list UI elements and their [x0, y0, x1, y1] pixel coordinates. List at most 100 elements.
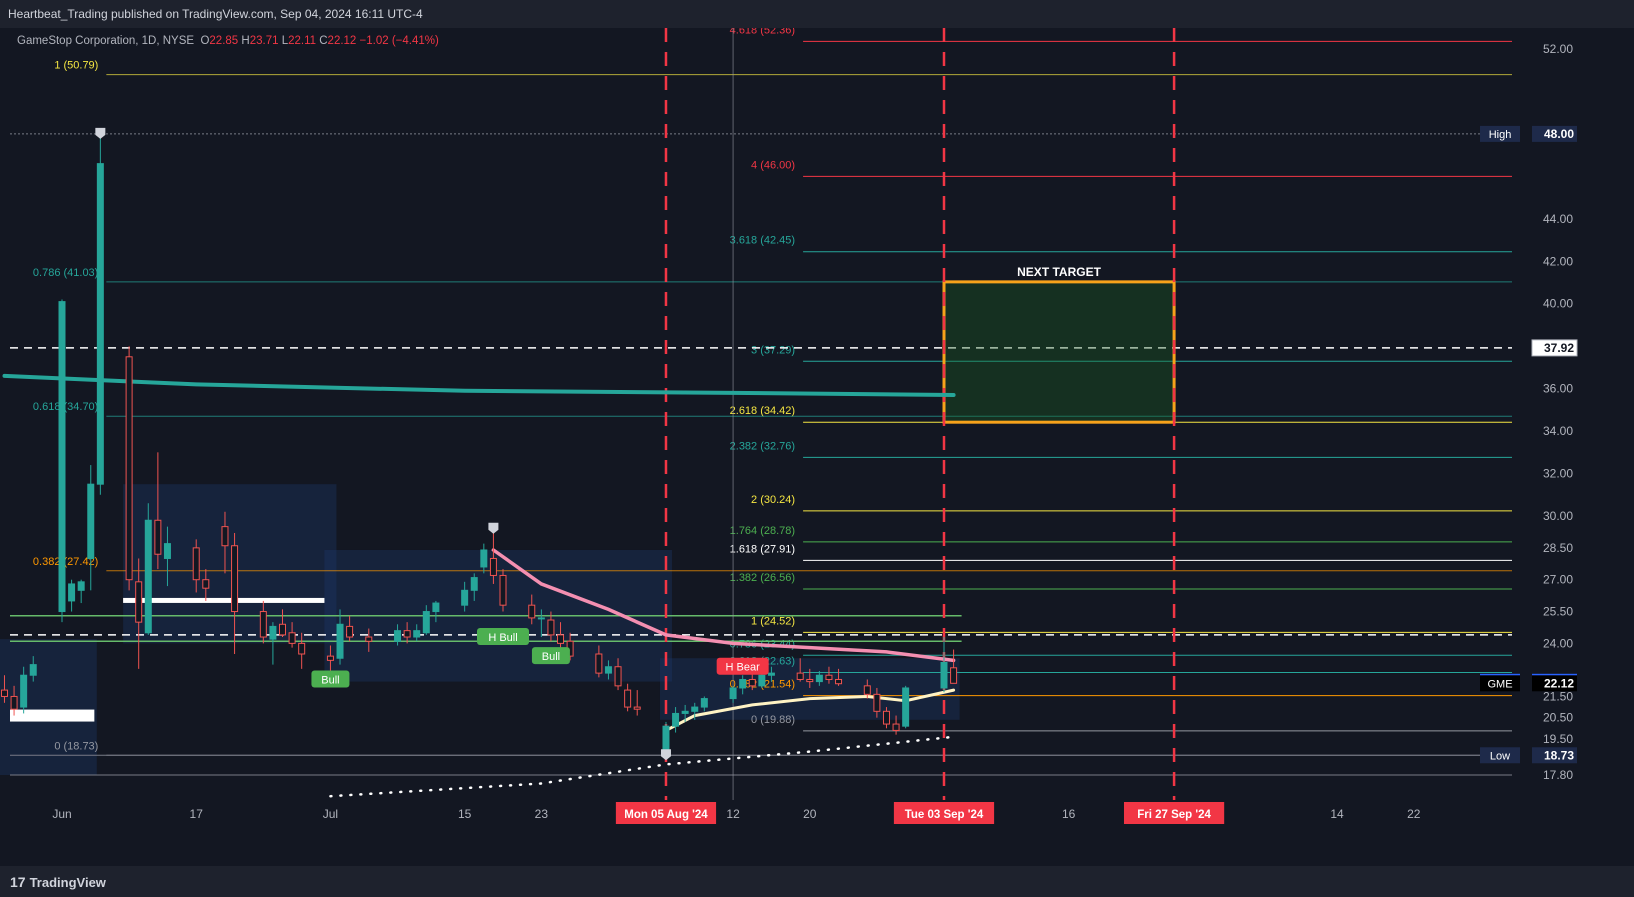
candle-body[interactable] — [892, 723, 900, 731]
candle-body[interactable] — [624, 689, 632, 708]
candle-body[interactable] — [863, 685, 871, 695]
candle-body[interactable] — [461, 589, 469, 606]
trend-dotted-line — [329, 735, 955, 798]
candle-body[interactable] — [68, 583, 76, 602]
candle-body[interactable] — [144, 519, 152, 634]
candle-body[interactable] — [135, 581, 143, 623]
signals-layer: Bull H Bull Bull H Bear — [95, 127, 769, 761]
candle-body[interactable] — [96, 163, 104, 485]
candle-body[interactable] — [681, 710, 689, 714]
candle-body[interactable] — [595, 653, 603, 674]
candle-body[interactable] — [192, 547, 200, 581]
candle-body[interactable] — [806, 678, 814, 683]
candle-body[interactable] — [336, 623, 344, 659]
candle-body[interactable] — [346, 625, 354, 638]
candle-body[interactable] — [940, 661, 948, 689]
candle-body[interactable] — [672, 712, 680, 727]
candle-body[interactable] — [873, 693, 881, 712]
price-value-label: 48.00 — [1544, 127, 1574, 141]
fib-level-label: 0 (19.88) — [751, 714, 795, 726]
candle-body[interactable] — [614, 666, 622, 687]
candle-body[interactable] — [739, 678, 747, 689]
candle-body[interactable] — [422, 611, 430, 634]
candle-body[interactable] — [221, 526, 229, 547]
candle-body[interactable] — [403, 630, 411, 638]
signal-badge[interactable] — [716, 657, 769, 675]
price-value-label: 18.73 — [1544, 748, 1574, 762]
candle-body[interactable] — [480, 549, 488, 568]
price-value-badge — [1532, 675, 1577, 692]
signal-badge[interactable] — [531, 647, 570, 665]
candle-body[interactable] — [489, 557, 497, 576]
candle-body[interactable] — [269, 625, 277, 640]
candle-body[interactable] — [882, 710, 890, 725]
candle-body[interactable] — [58, 301, 66, 613]
candle-body[interactable] — [691, 706, 699, 712]
candle-body[interactable] — [163, 543, 171, 559]
price-tag-badge — [1480, 675, 1520, 692]
candle-body[interactable] — [796, 672, 804, 680]
time-axis[interactable]: Jun 17 Jul 15 23 Mon 05 Aug '24 12 20 Tue 03 Sep… — [0, 800, 1634, 866]
time-tick-label: 23 — [535, 807, 549, 821]
candle-body[interactable] — [950, 667, 958, 684]
candle-body[interactable] — [729, 687, 737, 700]
candle-body[interactable] — [87, 483, 95, 559]
time-tick-label: Tue 03 Sep '24 — [905, 809, 984, 821]
price-value-badge — [1532, 747, 1577, 764]
candle-body[interactable] — [10, 695, 18, 710]
candle-body[interactable] — [825, 674, 833, 680]
time-tick-label: 17 — [190, 807, 204, 821]
candle-body[interactable] — [394, 630, 402, 642]
candle-body[interactable] — [633, 706, 641, 710]
candle-body[interactable] — [154, 519, 162, 555]
publish-title: Heartbeat_Trading published on TradingVi… — [8, 7, 423, 21]
candle-body[interactable] — [700, 698, 708, 708]
candle-body[interactable] — [528, 604, 536, 619]
candle-body[interactable] — [288, 632, 296, 644]
candle-body[interactable] — [298, 642, 306, 655]
time-axis-bg — [0, 800, 1634, 866]
candle-body[interactable] — [259, 611, 267, 638]
time-tick-label: 12 — [726, 807, 740, 821]
candle-body[interactable] — [202, 579, 210, 589]
signal-badge[interactable] — [477, 628, 529, 646]
signal-badge[interactable] — [311, 670, 350, 688]
candle-body[interactable] — [835, 678, 843, 685]
candle-body[interactable] — [432, 602, 440, 613]
candle-body[interactable] — [815, 674, 823, 683]
target-layer: NEXT TARGET — [942, 265, 1176, 424]
candle-body[interactable] — [326, 655, 334, 661]
candle-body[interactable] — [557, 634, 565, 644]
signal-label: Bull — [542, 651, 560, 663]
candle-body[interactable] — [29, 664, 37, 676]
candle-body[interactable] — [902, 687, 910, 727]
candle-body[interactable] — [547, 619, 555, 636]
candle-body[interactable] — [758, 674, 766, 687]
tradingview-logo[interactable]: 17 TradingView — [10, 874, 106, 890]
candle-body[interactable] — [279, 623, 286, 636]
left-fib-label: 1 (50.79) — [54, 60, 98, 72]
candle-body[interactable] — [125, 356, 133, 581]
candle-body[interactable] — [413, 630, 421, 638]
symbol-name[interactable]: GameStop Corporation, 1D, NYSE — [17, 35, 195, 47]
candle-body[interactable] — [537, 617, 545, 620]
price-axis[interactable]: 52.00 44.00 42.00 40.00 36.00 34.00 32.00 30.00… — [1480, 28, 1634, 800]
candle-body[interactable] — [470, 577, 478, 591]
left-fib-label: 0.618 (34.70) — [33, 401, 98, 413]
candle-body[interactable] — [20, 674, 28, 708]
candle-body[interactable] — [767, 672, 775, 676]
signal-label: Bull — [321, 674, 339, 686]
candle-body[interactable] — [662, 725, 670, 753]
candle-body[interactable] — [499, 574, 507, 606]
candle-body[interactable] — [604, 666, 612, 674]
candle-body[interactable] — [231, 545, 239, 613]
candle-body[interactable] — [748, 678, 756, 687]
candle-body[interactable] — [0, 689, 8, 697]
candle-body[interactable] — [77, 581, 85, 591]
next-target-box[interactable] — [942, 280, 1176, 424]
symbol-info-line: GameStop Corporation, 1D, NYSE O22.85 H2… — [17, 35, 439, 47]
extreme-pin-marker — [488, 522, 499, 534]
candle-body[interactable] — [365, 636, 373, 642]
open-value: 22.85 — [209, 35, 239, 47]
